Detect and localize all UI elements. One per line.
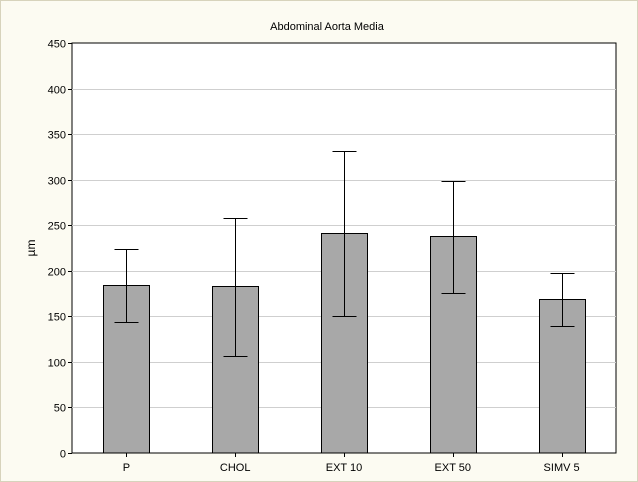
y-tick-label: 350 xyxy=(48,130,66,142)
x-tick-label: P xyxy=(123,462,130,474)
x-tick-label: EXT 50 xyxy=(435,462,472,474)
y-tick-label: 300 xyxy=(48,176,66,188)
chart-title: Abdominal Aorta Media xyxy=(270,21,385,33)
x-axis-ticks: P CHOL EXT 10 EXT 50 SIMV 5 xyxy=(123,453,580,474)
x-tick-label: EXT 10 xyxy=(326,462,363,474)
y-tick-label: 450 xyxy=(48,39,66,51)
y-tick-label: 250 xyxy=(48,221,66,233)
y-tick-label: 400 xyxy=(48,85,66,97)
y-axis-ticks: 0 50 100 150 200 250 300 350 400 450 xyxy=(48,39,72,461)
y-tick-label: 50 xyxy=(54,403,66,415)
y-axis-label: µm xyxy=(24,240,38,257)
bars xyxy=(103,151,586,454)
x-tick-label: SIMV 5 xyxy=(544,462,580,474)
y-tick-label: 200 xyxy=(48,267,66,279)
y-tick-label: 100 xyxy=(48,358,66,370)
y-tick-label: 150 xyxy=(48,312,66,324)
y-tick-label: 0 xyxy=(60,449,66,461)
x-tick-label: CHOL xyxy=(220,462,251,474)
